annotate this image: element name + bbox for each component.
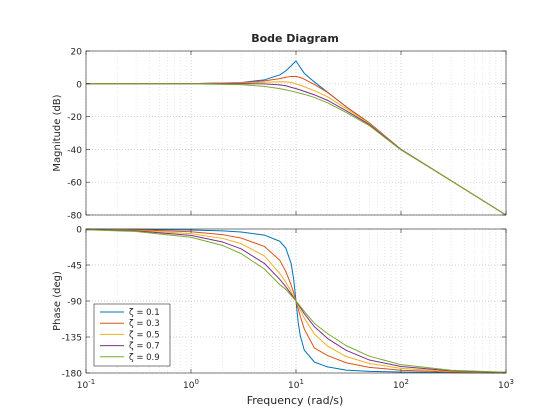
minor-grid <box>117 51 502 215</box>
x-tick-label: 102 <box>393 378 409 391</box>
y-tick-label: -40 <box>67 146 82 156</box>
legend-box <box>93 303 171 367</box>
y-axis-label: Magnitude (dB) <box>52 94 63 171</box>
y-tick-label: -20 <box>67 113 82 123</box>
legend-entry: ζ = 0.1 <box>129 308 160 318</box>
legend-entry: ζ = 0.5 <box>129 330 160 340</box>
x-tick-label: 101 <box>288 378 304 391</box>
y-tick-label: -180 <box>62 370 83 380</box>
y-tick-label: 20 <box>71 48 83 58</box>
series-line-5 <box>85 83 507 216</box>
magnitude-axes: 20 0 -20 -40 -60 -80 Magnitude (dB) <box>52 48 507 222</box>
y-tick-label: -60 <box>67 179 82 189</box>
series-line-3 <box>86 81 507 216</box>
series-line-4 <box>86 83 507 216</box>
y-tick-label: -135 <box>62 334 82 344</box>
x-tick-label: 10-1 <box>77 378 95 391</box>
chart-title: Bode Diagram <box>251 32 339 45</box>
legend-entry: ζ = 0.3 <box>129 319 160 329</box>
series-group <box>85 228 507 374</box>
y-tick-label: -90 <box>67 298 82 308</box>
y-tick-label: 0 <box>76 80 82 90</box>
y-tick-label: 0 <box>76 226 82 236</box>
minor-grid <box>117 229 502 373</box>
x-axis-label: Frequency (rad/s) <box>247 394 344 407</box>
y-tick-label: -80 <box>67 212 82 222</box>
legend-entry: ζ = 0.9 <box>129 353 160 363</box>
series-line-5 <box>85 229 507 373</box>
y-tick-label: -45 <box>67 262 82 272</box>
tick-marks <box>85 228 507 374</box>
x-tick-label: 103 <box>498 378 514 391</box>
tick-marks <box>85 50 507 216</box>
x-tick-label: 100 <box>183 378 199 391</box>
y-axis-label: Phase (deg) <box>52 271 63 331</box>
legend: ζ = 0.1ζ = 0.3ζ = 0.5 ζ = 0.7ζ = 0.9 <box>93 303 171 367</box>
legend-entry: ζ = 0.7 <box>129 342 160 352</box>
series-group <box>85 60 507 216</box>
